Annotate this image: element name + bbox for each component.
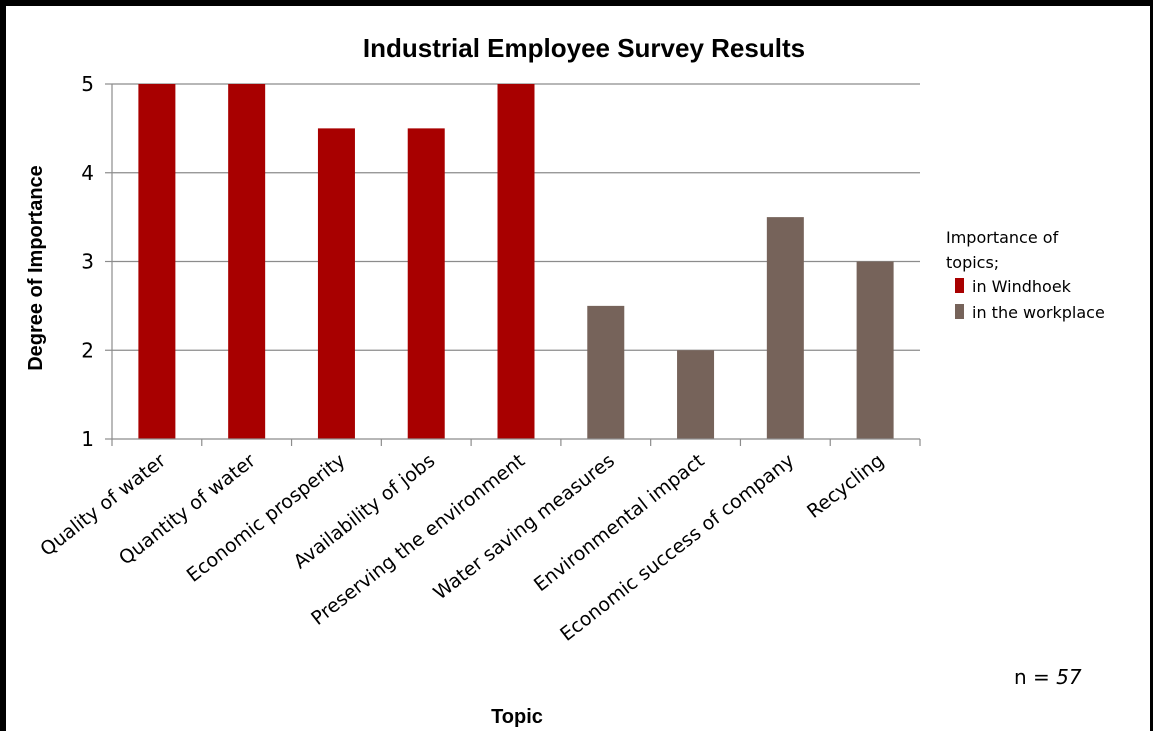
chart-title: Industrial Employee Survey Results (363, 33, 805, 63)
bar-economic-success-of-company (766, 217, 804, 439)
legend-label-in-the-workplace: in the workplace (972, 303, 1105, 322)
category-label-environmental-impact: Environmental impact (530, 450, 709, 596)
bar-economic-prosperity (317, 128, 355, 439)
y-tick-label: 4 (81, 161, 94, 185)
sample-size-note: n = 57 (1014, 665, 1082, 689)
sample-size-prefix: n = (1014, 665, 1056, 689)
legend-title-line-2: topics; (946, 253, 999, 272)
bar-availability-of-jobs (407, 128, 445, 439)
bars (138, 84, 894, 439)
legend-swatch-in-the-workplace (955, 304, 964, 319)
legend-label-in-windhoek: in Windhoek (972, 277, 1072, 296)
legend-title-line-1: Importance of (946, 228, 1059, 247)
y-axis-title: Degree of Importance (25, 165, 47, 371)
y-tick-labels: 1 2 3 4 5 (81, 72, 94, 451)
sample-size-value: 57 (1056, 665, 1082, 689)
y-tick-label: 2 (81, 338, 94, 362)
bar-preserving-the-environment (497, 84, 535, 439)
category-label-recycling: Recycling (803, 450, 888, 523)
y-tick-label: 1 (81, 427, 94, 451)
y-tick-label: 5 (81, 72, 94, 96)
y-tick-label: 3 (81, 250, 94, 274)
bar-water-saving-measures (587, 305, 625, 439)
bar-recycling (856, 261, 894, 439)
x-axis-title: Topic (491, 706, 543, 728)
bar-quality-of-water (138, 84, 176, 439)
category-label-economic-prosperity: Economic prosperity (183, 450, 350, 587)
bar-quantity-of-water (228, 84, 266, 439)
axes (105, 83, 921, 446)
legend-swatch-in-windhoek (955, 278, 964, 293)
bar-environmental-impact (677, 350, 715, 439)
category-label-water-saving-measures: Water saving measures (429, 450, 618, 605)
legend: Importance of topics; in Windhoek in the… (946, 228, 1105, 322)
